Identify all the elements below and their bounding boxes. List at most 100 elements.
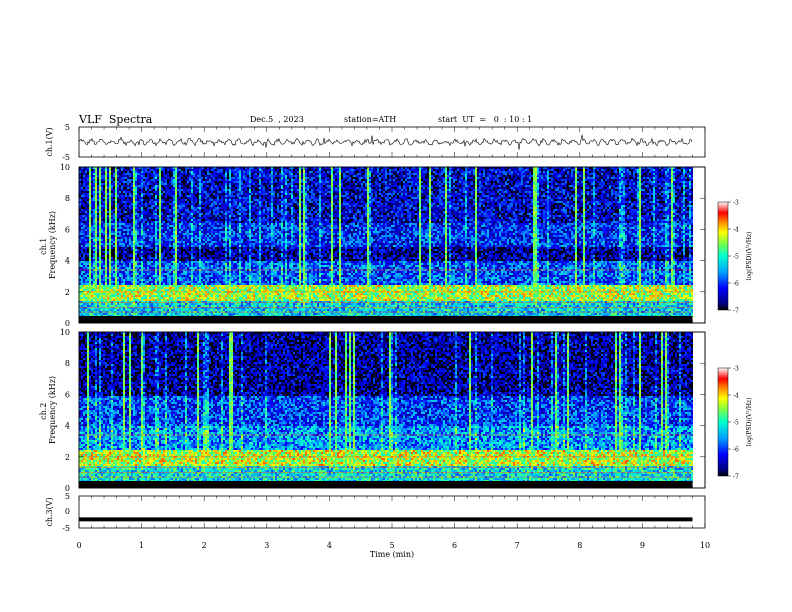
spectrogram-cell [163,171,165,173]
spectrogram-cell [93,169,95,171]
spectrogram-cell [321,171,323,173]
spectrogram-cell [413,171,415,173]
spectrogram-cell [597,169,599,171]
spectrogram-cell [359,169,361,171]
spectrogram-cell [603,171,605,173]
spectrogram-cell [239,169,241,171]
spectrogram-cell [683,169,685,171]
spectrogram-cell [181,169,183,171]
spectrogram-cell [335,171,337,173]
spectrogram-cell [131,171,133,173]
spectrogram-cell [525,171,527,173]
spectrogram-cell [189,169,191,171]
spectrogram-cell [161,169,163,171]
spectrogram-cell [243,169,245,171]
spectrogram-cell [489,169,491,171]
spectrogram-cell [347,171,349,173]
spectrogram-cell [483,171,485,173]
spectrogram-cell [243,171,245,173]
spectrogram-cell [375,169,377,171]
spectrogram-cell [297,169,299,171]
spectrogram-cell [279,171,281,173]
spectrogram-cell [481,169,483,171]
spectrogram-cell [417,171,419,173]
spectrogram-cell [573,169,575,171]
spectrogram-cell [95,169,97,171]
spectrogram-cell [217,169,219,171]
spectrogram-cell [513,169,515,171]
spectrogram-cell [357,171,359,173]
spectrogram-cell [531,169,533,171]
spectrogram-cell [501,169,503,171]
spectrogram-cell [295,169,297,171]
spectrogram-cell [319,169,321,171]
spectrogram-cell [441,171,443,173]
spectrogram-cell [405,171,407,173]
spectrogram-cell [347,169,349,171]
spectrogram-cell [205,169,207,171]
spectrogram-cell [81,171,83,173]
spectrogram-cell [233,169,235,171]
spectrogram-cell [173,169,175,171]
spectrogram-cell [173,171,175,173]
spectrogram-cell [465,169,467,171]
spectrogram-cell [193,169,195,171]
spectrogram-cell [137,169,139,171]
spectrogram-cell [185,171,187,173]
spectrogram-cell [161,171,163,173]
spectrogram-cell [449,169,451,171]
spectrogram-cell [423,171,425,173]
spectrogram-cell [395,169,397,171]
spectrogram-cell [475,171,477,173]
spectrogram-cell [143,169,145,171]
spectrogram-cell [537,171,539,173]
spectrogram-cell [411,169,413,171]
spectrogram-cell [171,171,173,173]
spectrogram-cell [293,171,295,173]
spectrogram-cell [267,171,269,173]
spectrogram-cell [119,171,121,173]
spectrogram-cell [113,169,115,171]
spectrogram-cell [185,169,187,171]
spectrogram-cell [633,169,635,171]
spectrogram-cell [155,171,157,173]
spectrogram-cell [587,169,589,171]
spectrogram-cell [533,171,535,173]
spectrogram-cell [685,169,687,171]
spectrogram-cell [443,169,445,171]
spectrogram-cell [401,171,403,173]
spectrogram-cell [81,169,83,171]
spectrogram-cell [609,169,611,171]
spectrogram-cell [163,169,165,171]
spectrogram-cell [197,169,199,171]
spectrogram-cell [261,171,263,173]
spectrogram-cell [281,171,283,173]
spectrogram-cell [589,169,591,171]
ch1-ytick-top: 5 [65,123,70,132]
spectrogram-cell [115,171,117,173]
spectrogram-cell [217,171,219,173]
spectrogram-cell [371,169,373,171]
spectrogram-cell [277,171,279,173]
spectrogram-cell [249,171,251,173]
spectrogram-cell [123,169,125,171]
spectrogram-cell [167,169,169,171]
spectrogram-cell [221,171,223,173]
spectrogram-cell [343,169,345,171]
spectrogram-cell [489,171,491,173]
spectrogram-cell [651,169,653,171]
spectrogram-cell [307,169,309,171]
spectrogram-cell [377,171,379,173]
spectrogram-cell [247,169,249,171]
spectrogram-cell [407,171,409,173]
spectrogram-cell [609,171,611,173]
spectrogram-cell [139,169,141,171]
spectrogram-cell [399,171,401,173]
spectrogram-cell [145,171,147,173]
spectrogram-cell [257,169,259,171]
spectrogram-cell [435,169,437,171]
spectrogram-cell [169,171,171,173]
spectrogram-cell [625,171,627,173]
spectrogram-cell [505,171,507,173]
spectrogram-cell [111,171,113,173]
